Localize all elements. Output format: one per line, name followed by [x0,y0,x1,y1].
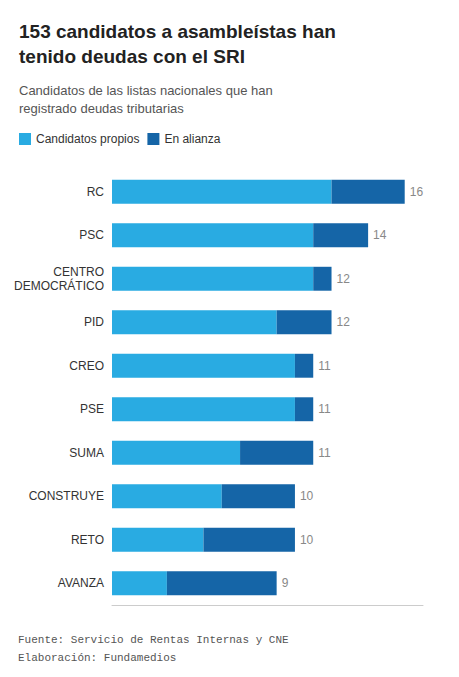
svg-text:9: 9 [282,576,289,590]
svg-text:RC: RC [87,185,105,199]
svg-text:10: 10 [300,489,314,503]
svg-text:En alianza: En alianza [164,132,220,146]
svg-text:PID: PID [84,315,104,329]
svg-text:Candidatos de las listas nacio: Candidatos de las listas nacionales que … [19,83,273,98]
svg-text:CREO: CREO [69,359,104,373]
svg-text:AVANZA: AVANZA [58,576,104,590]
svg-text:12: 12 [337,315,351,329]
svg-text:SUMA: SUMA [69,446,104,460]
svg-text:Fuente: Servicio de Rentas Int: Fuente: Servicio de Rentas Internas y CN… [18,634,289,646]
svg-text:Elaboración: Fundamedios: Elaboración: Fundamedios [18,652,176,664]
svg-text:11: 11 [318,402,331,416]
svg-text:16: 16 [410,185,424,199]
svg-text:14: 14 [373,228,387,242]
svg-text:153 candidatos a asambleístas: 153 candidatos a asambleístas han [19,21,336,42]
svg-text:CENTRO: CENTRO [53,265,104,279]
svg-text:tenido deudas con el SRI: tenido deudas con el SRI [19,46,245,67]
svg-text:10: 10 [300,533,314,547]
svg-text:DEMOCRÁTICO: DEMOCRÁTICO [14,278,104,293]
svg-text:PSE: PSE [80,402,104,416]
svg-text:Candidatos propios: Candidatos propios [36,132,139,146]
svg-text:RETO: RETO [71,533,104,547]
svg-text:PSC: PSC [79,228,104,242]
svg-text:11: 11 [318,446,331,460]
svg-text:11: 11 [318,359,331,373]
svg-text:12: 12 [337,272,351,286]
svg-text:registrado deudas tributarias: registrado deudas tributarias [19,101,184,116]
svg-text:CONSTRUYE: CONSTRUYE [29,489,104,503]
